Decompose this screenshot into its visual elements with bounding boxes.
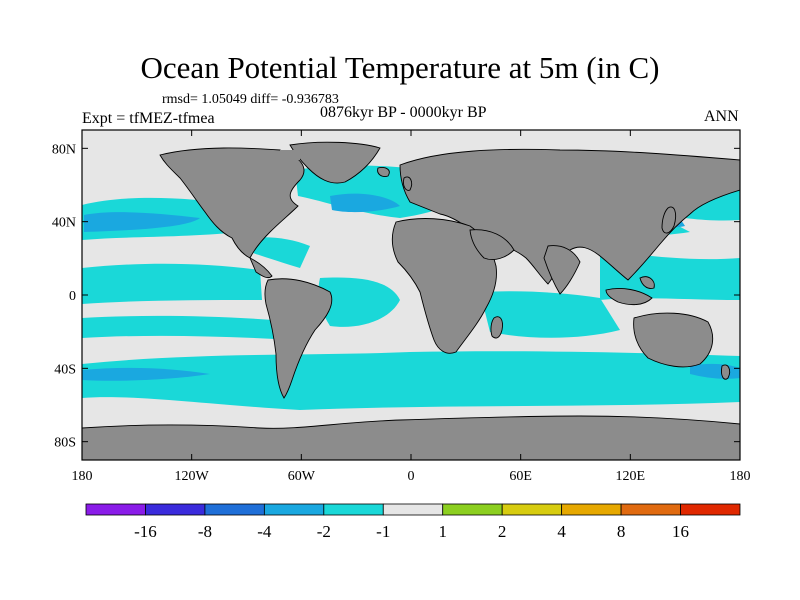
eurasia	[399, 148, 740, 285]
colorbar-swatch	[382, 503, 444, 516]
maritime-continent	[605, 287, 653, 306]
new-zealand	[721, 364, 731, 380]
lon-tick-label: 60E	[509, 469, 532, 484]
longitude-axis: 180 120W 60W 0 60E 120E 180	[72, 130, 751, 484]
colorbar-swatch	[145, 503, 206, 516]
lon-tick-label: 60W	[288, 469, 316, 484]
colorbar-label: 4	[557, 522, 566, 541]
lon-tick-label: 120E	[616, 469, 646, 484]
colorbar-swatch	[323, 503, 384, 516]
map-plot-area	[82, 130, 740, 460]
central-america	[249, 257, 273, 279]
colorbar-label: -16	[134, 522, 157, 541]
colorbar-swatch	[442, 503, 503, 516]
colorbar-label: 16	[672, 522, 689, 541]
colorbar-swatch	[85, 503, 146, 516]
colorbar-swatch	[561, 503, 622, 516]
lat-tick-label: 80S	[54, 436, 76, 451]
australia	[633, 312, 714, 368]
india	[543, 245, 581, 295]
colorbar-label: -4	[257, 522, 272, 541]
british-isles	[403, 176, 413, 191]
south-america	[264, 278, 333, 399]
colorbar-label: -1	[376, 522, 390, 541]
colorbar: -16 -8 -4 -2 -1 1 2 4 8 16	[85, 503, 741, 541]
colorbar-swatch	[620, 503, 681, 516]
lat-tick-label: 40N	[52, 216, 76, 231]
colorbar-label: 8	[617, 522, 626, 541]
colorbar-label: 2	[498, 522, 507, 541]
period-label: 0876kyr BP - 0000kyr BP	[320, 104, 487, 121]
lon-tick-label: 0	[408, 469, 415, 484]
colorbar-label: 1	[438, 522, 447, 541]
japan	[661, 206, 677, 234]
lon-tick-label: 180	[730, 469, 751, 484]
stats-text: rmsd= 1.05049 diff= -0.936783	[162, 92, 339, 107]
season-label: ANN	[704, 108, 739, 125]
experiment-label: Expt = tfMEZ-tfmea	[82, 110, 215, 127]
colorbar-swatch	[680, 503, 741, 516]
colorbar-label: -2	[317, 522, 331, 541]
colorbar-swatch	[501, 503, 563, 516]
lon-tick-label: 180	[72, 469, 93, 484]
greenland	[289, 141, 381, 184]
lat-tick-label: 40S	[54, 362, 76, 377]
map-title: Ocean Potential Temperature at 5m (in C)	[140, 50, 660, 85]
lat-tick-label: 80N	[52, 142, 76, 157]
colorbar-label: -8	[198, 522, 212, 541]
lat-tick-label: 0	[69, 289, 76, 304]
madagascar	[490, 316, 503, 339]
lon-tick-label: 120W	[175, 469, 210, 484]
colorbar-swatch	[204, 503, 265, 516]
arabia	[469, 229, 515, 261]
colorbar-swatch	[263, 503, 325, 516]
latitude-axis: 80N 40N 0 40S 80S	[52, 142, 740, 451]
iceland	[377, 167, 390, 177]
